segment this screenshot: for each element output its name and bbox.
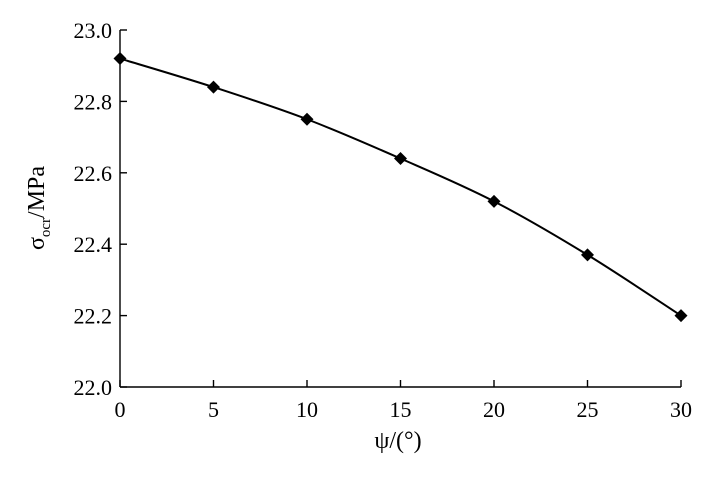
x-tick-label: 5: [208, 397, 219, 422]
y-ticks: 22.0 22.2 22.4 22.6 22.8 23.0: [74, 18, 127, 400]
y-tick-label: 22.8: [74, 89, 113, 114]
x-tick-label: 10: [296, 397, 318, 422]
data-point-marker: [113, 52, 127, 66]
data-point-marker: [487, 194, 501, 208]
x-ticks: 0 5 10 15 20 25 30: [115, 380, 692, 422]
x-tick-label: 15: [390, 397, 412, 422]
x-tick-label: 0: [115, 397, 126, 422]
x-tick-label: 20: [483, 397, 505, 422]
y-axis-title-subscript: ocr: [38, 218, 54, 237]
y-axis-title: σocr/MPa: [24, 166, 54, 250]
x-axis-title: ψ/(°): [374, 428, 421, 454]
y-axis-title-symbol: σ: [24, 237, 50, 250]
x-tick-label: 30: [670, 397, 692, 422]
y-tick-label: 22.0: [74, 375, 113, 400]
series-line: [119, 57, 682, 317]
y-tick-label: 22.6: [74, 161, 113, 186]
y-tick-label: 22.4: [74, 232, 113, 257]
x-tick-label: 25: [577, 397, 599, 422]
data-point-marker: [394, 152, 407, 166]
y-tick-label: 23.0: [74, 18, 113, 43]
data-point-marker: [300, 112, 314, 126]
y-tick-label: 22.2: [74, 304, 113, 329]
data-point-marker: [581, 248, 594, 262]
data-point-marker: [674, 309, 688, 323]
y-axis-title-unit: /MPa: [24, 166, 50, 218]
data-markers: [113, 52, 688, 323]
data-point-marker: [207, 80, 220, 94]
